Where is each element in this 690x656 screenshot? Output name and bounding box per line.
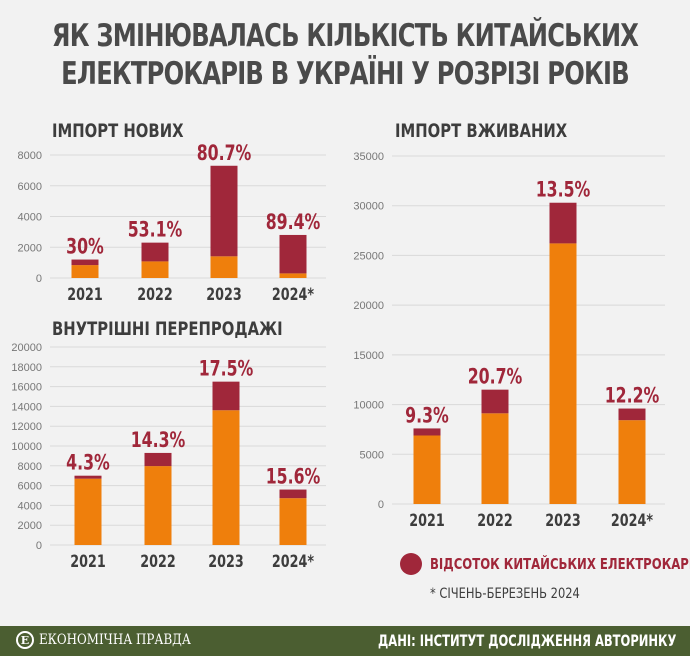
y-tick-label: 10000 — [353, 400, 384, 412]
logo-icon: Е — [16, 631, 34, 649]
data-label: 53.1% — [128, 219, 183, 243]
data-source: ДАНІ: ІНСТИТУТ ДОСЛІДЖЕННЯ АВТОРИНКУ — [377, 631, 676, 650]
data-label: 17.5% — [199, 358, 254, 382]
bar-chinese — [481, 389, 509, 414]
bar-other — [210, 256, 238, 278]
y-tick-label: 4000 — [18, 212, 42, 224]
data-label: 13.5% — [536, 179, 591, 203]
bar-chinese — [212, 381, 240, 411]
y-tick-label: 6000 — [18, 181, 42, 193]
y-tick-label: 12000 — [11, 421, 42, 433]
y-tick-label: 18000 — [11, 362, 42, 374]
y-tick-label: 4000 — [18, 500, 42, 512]
y-tick-label: 8000 — [18, 461, 42, 473]
data-label: 20.7% — [468, 366, 523, 390]
logo: Е ЕКОНОМІЧНА ПРАВДА — [16, 631, 218, 649]
y-tick-label: 8000 — [18, 150, 42, 162]
x-tick-label: 2022 — [137, 284, 172, 304]
y-tick-label: 16000 — [11, 382, 42, 394]
bar-other — [618, 420, 646, 504]
footer: Е ЕКОНОМІЧНА ПРАВДА ДАНІ: ІНСТИТУТ ДОСЛІ… — [0, 626, 690, 656]
y-tick-label: 14000 — [11, 401, 42, 413]
x-tick-label: 2021 — [70, 551, 105, 571]
bar-other — [144, 466, 172, 545]
bar-other — [74, 478, 102, 545]
x-tick-label: 2022 — [477, 510, 512, 530]
bar-chinese — [413, 428, 441, 436]
y-tick-label: 0 — [36, 273, 42, 285]
x-tick-label: 2023 — [208, 551, 243, 571]
title-line-1: ЯК ЗМІНЮВАЛАСЬ КІЛЬКІСТЬ КИТАЙСЬКИХ — [51, 18, 639, 54]
x-tick-label: 2024* — [611, 510, 653, 530]
bar-chinese — [71, 259, 99, 266]
data-label: 12.2% — [605, 384, 660, 408]
legend: ВІДСОТОК КИТАЙСЬКИХ ЕЛЕКТРОКАРІВ — [400, 553, 690, 575]
bar-other — [141, 261, 169, 278]
bar-other — [212, 410, 240, 545]
logo-text: ЕКОНОМІЧНА ПРАВДА — [39, 632, 191, 648]
y-tick-label: 30000 — [353, 201, 384, 213]
y-tick-label: 20000 — [11, 342, 42, 354]
bar-chinese — [618, 408, 646, 421]
x-tick-label: 2024* — [272, 551, 314, 571]
data-label: 4.3% — [66, 452, 110, 476]
data-label: 15.6% — [266, 465, 321, 489]
bar-chinese — [141, 242, 169, 262]
y-tick-label: 2000 — [18, 520, 42, 532]
y-tick-label: 35000 — [353, 151, 384, 163]
y-tick-label: 2000 — [18, 242, 42, 254]
data-label: 30% — [66, 235, 104, 259]
x-tick-label: 2021 — [67, 284, 102, 304]
legend-swatch-chinese — [400, 553, 422, 575]
chart-title-resales: ВНУТРІШНІ ПЕРЕПРОДАЖІ — [52, 318, 283, 340]
x-tick-label: 2022 — [140, 551, 175, 571]
bar-other — [481, 413, 509, 504]
y-tick-label: 0 — [36, 540, 42, 552]
bar-other — [279, 273, 307, 278]
x-tick-label: 2023 — [545, 510, 580, 530]
bar-other — [71, 265, 99, 278]
bar-chinese — [144, 452, 172, 467]
y-tick-label: 5000 — [360, 449, 384, 461]
title-line-2: ЕЛЕКТРОКАРІВ В УКРАЇНІ У РОЗРІЗІ РОКІВ — [61, 56, 629, 92]
bar-other — [413, 435, 441, 504]
data-label: 9.3% — [405, 404, 449, 428]
bar-chinese — [279, 234, 307, 274]
chart-title-new-imports: ІМПОРТ НОВИХ — [52, 120, 184, 142]
y-tick-label: 20000 — [353, 300, 384, 312]
data-label: 80.7% — [197, 142, 252, 166]
charts-canvas: 0 2000 4000 6000 8000 30% 2021 53.1% 2022 80.7% 20… — [11, 142, 665, 572]
x-tick-label: 2021 — [409, 510, 444, 530]
y-tick-label: 15000 — [353, 350, 384, 362]
bar-other — [279, 498, 307, 545]
bar-chinese — [74, 475, 102, 479]
data-label: 89.4% — [266, 211, 321, 235]
bar-chinese — [549, 202, 577, 244]
y-tick-label: 10000 — [11, 441, 42, 453]
x-tick-label: 2024* — [272, 284, 314, 304]
footnote: * СІЧЕНЬ-БЕРЕЗЕНЬ 2024 — [430, 586, 580, 602]
bar-chinese — [279, 489, 307, 499]
chart-title-used-imports: ІМПОРТ ВЖИВАНИХ — [395, 120, 568, 142]
bar-other — [549, 243, 577, 505]
y-tick-label: 6000 — [18, 481, 42, 493]
y-tick-label: 25000 — [353, 250, 384, 262]
legend-label: ВІДСОТОК КИТАЙСЬКИХ ЕЛЕКТРОКАРІВ — [430, 555, 690, 573]
data-label: 14.3% — [131, 429, 186, 453]
bar-chinese — [210, 165, 238, 257]
y-tick-label: 0 — [378, 499, 384, 511]
x-tick-label: 2023 — [206, 284, 241, 304]
